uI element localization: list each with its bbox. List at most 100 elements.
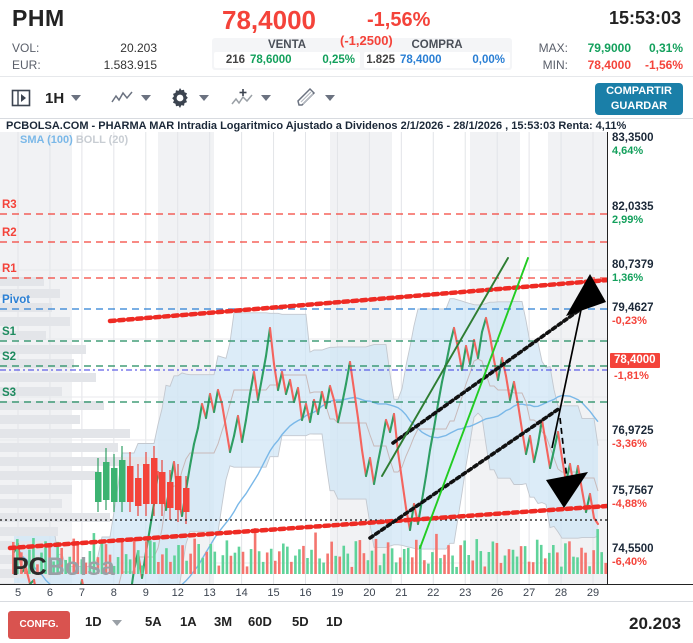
period-5a[interactable]: 5A bbox=[145, 614, 162, 629]
price-axis-value: 82,0335 bbox=[612, 201, 654, 213]
price-axis-value: 79,4627 bbox=[612, 302, 654, 314]
order-book: VENTA 216 78,6000 0,25% COMPRA 1.825 78,… bbox=[212, 38, 512, 70]
volume-stats: VOL: 20.203 EUR: 1.583.915 bbox=[12, 40, 157, 74]
bid-title: COMPRA bbox=[411, 39, 463, 51]
timeframe-selector[interactable]: 1H bbox=[45, 86, 82, 110]
price-axis-value: 76,9725 bbox=[612, 425, 654, 437]
date-tick: 16 bbox=[299, 587, 312, 599]
market-clock: 15:53:03 bbox=[608, 8, 681, 28]
drawing-tools-button[interactable] bbox=[294, 86, 335, 110]
date-tick: 26 bbox=[491, 587, 504, 599]
min-value: 78,4000 bbox=[587, 58, 631, 72]
config-button[interactable]: CONFG. bbox=[8, 611, 70, 639]
date-axis: 5 6 7 8 9 12 13 14 15 16 19 20 21 22 23 26 27 28 29 bbox=[0, 584, 693, 602]
price-axis-value: 80,7379 bbox=[612, 259, 654, 271]
timeframe-label: 1H bbox=[45, 89, 65, 107]
bottom-volume: 20.203 bbox=[629, 614, 681, 633]
stat-label-vol: VOL: bbox=[12, 41, 40, 55]
chevron-down-icon bbox=[112, 620, 122, 626]
pivot-label-s3: S3 bbox=[2, 387, 17, 399]
period-1d[interactable]: 1D bbox=[326, 614, 343, 629]
share-save-button[interactable]: COMPARTIR GUARDAR bbox=[595, 83, 683, 115]
ask-percent: 0,25% bbox=[322, 54, 355, 66]
watermark-light: Bolsa bbox=[46, 553, 115, 581]
pivot-label-r1: R1 bbox=[2, 263, 17, 275]
price-axis-value: 75,7567 bbox=[612, 485, 654, 497]
chart-area[interactable]: SMA (100) BOLL (20) PCBolsa 83,3500 4,64%… bbox=[0, 132, 693, 584]
stat-row-eur: EUR: 1.583.915 bbox=[12, 57, 157, 74]
price-axis-percent: 2,99% bbox=[612, 214, 644, 226]
price-axis[interactable]: 83,3500 4,64% 82,0335 2,99% 80,7379 1,36% 79,4… bbox=[607, 132, 693, 584]
chevron-down-icon bbox=[71, 95, 82, 101]
last-price: 78,4000 bbox=[222, 5, 316, 35]
interval-dropdown[interactable] bbox=[112, 614, 124, 629]
price-axis-label-0: 83,3500 4,64% bbox=[612, 132, 654, 158]
order-book-bid: COMPRA 1.825 78,4000 0,00% bbox=[362, 38, 512, 70]
bid-price: 78,4000 bbox=[400, 54, 442, 66]
pivot-label-s2: S2 bbox=[2, 351, 17, 363]
stat-label-eur: EUR: bbox=[12, 58, 41, 72]
price-axis-percent: 4,64% bbox=[612, 145, 644, 157]
stat-value-vol: 20.203 bbox=[120, 41, 157, 55]
last-change-absolute: (-1,2500) bbox=[340, 33, 393, 48]
pivot-label-r3: R3 bbox=[2, 199, 17, 211]
date-tick: 27 bbox=[522, 587, 536, 599]
date-tick: 8 bbox=[110, 587, 117, 599]
chart-type-selector[interactable] bbox=[110, 86, 151, 110]
date-tick: 9 bbox=[142, 587, 149, 599]
period-1a[interactable]: 1A bbox=[180, 614, 197, 629]
bid-percent: 0,00% bbox=[472, 54, 505, 66]
date-tick: 20 bbox=[363, 587, 376, 599]
sidebar-toggle-button[interactable] bbox=[10, 86, 32, 110]
price-axis-percent: -6,40% bbox=[612, 556, 647, 568]
pivot-label-pivot: Pivot bbox=[2, 294, 31, 306]
date-tick: 12 bbox=[171, 587, 184, 599]
price-axis-percent: -4,88% bbox=[612, 498, 647, 510]
chart-title: PCBOLSA.COM - PHARMA MAR Intradia Logari… bbox=[0, 118, 693, 132]
legend-boll[interactable]: BOLL (20) bbox=[75, 134, 129, 146]
chevron-down-icon bbox=[261, 95, 271, 101]
max-percent: 0,31% bbox=[648, 41, 683, 55]
pencil-icon bbox=[297, 87, 316, 106]
add-indicator-button[interactable] bbox=[230, 86, 271, 110]
date-tick: 5 bbox=[14, 587, 22, 599]
chart-toolbar: 1H COMPARTIR GUAR bbox=[0, 76, 693, 118]
period-5d[interactable]: 5D bbox=[292, 614, 309, 629]
date-tick: 28 bbox=[554, 587, 568, 599]
last-price-badge: 78,4000 bbox=[610, 353, 660, 368]
price-axis-percent: 1,36% bbox=[612, 272, 644, 284]
price-chart-svg bbox=[0, 132, 607, 584]
indicator-legend[interactable]: SMA (100) BOLL (20) bbox=[20, 134, 128, 146]
bid-row: 1.825 78,4000 0,00% bbox=[364, 52, 510, 68]
date-tick: 13 bbox=[203, 587, 216, 599]
price-axis-label-1: 82,0335 2,99% bbox=[612, 201, 654, 227]
price-axis-label-5: 75,7567 -4,88% bbox=[612, 485, 654, 511]
date-tick: 23 bbox=[459, 587, 472, 599]
last-price-badge-percent: -1,81% bbox=[614, 370, 649, 382]
period-3m[interactable]: 3M bbox=[214, 614, 233, 629]
price-axis-value: 74,5500 bbox=[612, 543, 654, 555]
pivot-label-s1: S1 bbox=[2, 326, 17, 338]
max-label: MAX: bbox=[538, 41, 568, 55]
settings-button[interactable] bbox=[168, 86, 209, 110]
chart-plot[interactable] bbox=[0, 132, 607, 584]
gear-icon bbox=[172, 88, 188, 108]
legend-sma[interactable]: SMA (100) bbox=[20, 134, 73, 146]
max-value: 79,9000 bbox=[587, 41, 631, 55]
line-chart-icon bbox=[111, 91, 133, 103]
symbol-ticker: PHM bbox=[12, 5, 65, 31]
period-60d[interactable]: 60D bbox=[248, 614, 272, 629]
price-axis-label-6: 74,5500 -6,40% bbox=[612, 543, 654, 569]
date-tick: 29 bbox=[586, 587, 600, 599]
price-axis-percent: -3,36% bbox=[612, 438, 647, 450]
interval-label: 1D bbox=[85, 614, 102, 629]
interval-selector[interactable]: 1D bbox=[85, 614, 102, 629]
price-axis-label-3: 79,4627 -0,23% bbox=[612, 302, 654, 328]
pivot-label-r2: R2 bbox=[2, 227, 17, 239]
ask-price: 78,6000 bbox=[250, 54, 292, 66]
stat-row-vol: VOL: 20.203 bbox=[12, 40, 157, 57]
chevron-down-icon bbox=[199, 95, 209, 101]
ask-title: VENTA bbox=[267, 39, 307, 51]
date-tick: 6 bbox=[46, 587, 53, 599]
bid-quantity: 1.825 bbox=[366, 54, 395, 66]
